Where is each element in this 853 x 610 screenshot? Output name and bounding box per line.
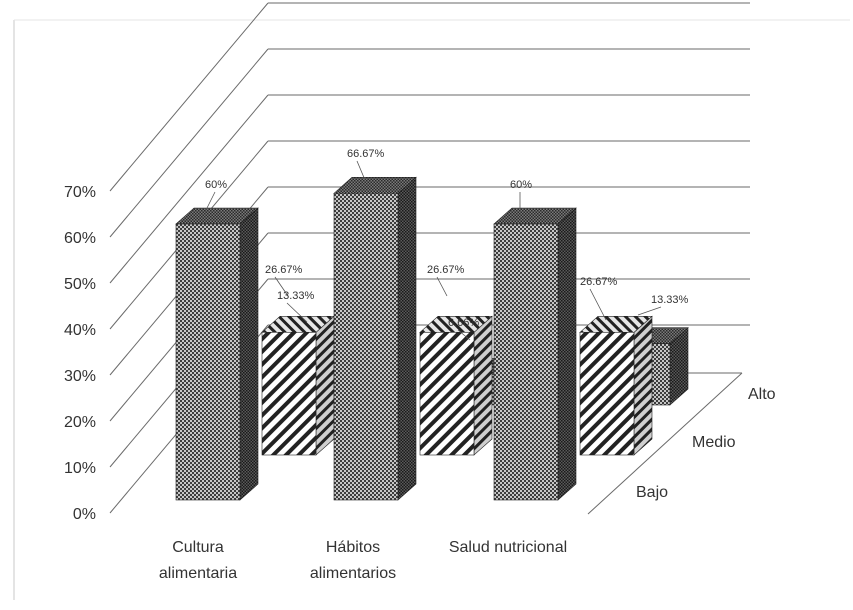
bar-bajo-1 [175, 207, 259, 501]
label-leader [204, 191, 216, 213]
bar-front [261, 332, 317, 456]
data-labels: 60% 66.67% 60% 26.67% 26.67% 26.67% 13.33% 6.66… [204, 148, 689, 341]
y-tick-label: 10% [64, 460, 96, 477]
bar-front [579, 332, 635, 456]
y-tick-label: 40% [64, 322, 96, 339]
grid-diagonal [109, 2, 269, 192]
category-label-3: Salud nutricional [449, 539, 567, 556]
grid-diagonal [109, 94, 269, 284]
bar-bajo-3 [493, 207, 577, 501]
data-label-alto-2: 6.66% [448, 317, 479, 329]
y-tick-label: 60% [64, 230, 96, 247]
y-tick-label: 50% [64, 276, 96, 293]
bar-side [473, 315, 493, 456]
label-leader [286, 302, 308, 323]
chart-frame [13, 19, 850, 600]
bar-side [315, 315, 335, 456]
data-label-alto-1: 13.33% [277, 290, 315, 302]
data-label-medio-2: 26.67% [427, 264, 465, 276]
bar-side [397, 176, 417, 501]
data-label-medio-1: 26.67% [265, 264, 303, 276]
bar-side [557, 207, 577, 501]
bar-front [493, 223, 559, 501]
bar-bajo-2 [333, 176, 417, 501]
bar-medio-3 [579, 315, 653, 456]
label-leader [637, 306, 662, 316]
depth-axis: Bajo Medio Alto [636, 386, 776, 501]
bar-medio-2 [419, 315, 493, 456]
grid-diagonal [109, 48, 269, 238]
data-label-bajo-2: 66.67% [347, 148, 385, 160]
bar-side [633, 315, 653, 456]
bar-side [239, 207, 259, 501]
label-leader [274, 276, 289, 297]
y-tick-label: 70% [64, 184, 96, 201]
data-label-alto-3: 13.33% [651, 294, 689, 306]
label-leader [589, 288, 607, 321]
bar-front [175, 223, 241, 501]
label-leader [356, 160, 366, 181]
bar-front [419, 332, 475, 456]
category-label-1: Cultura alimentaria [159, 539, 237, 582]
y-tick-label: 30% [64, 368, 96, 385]
depth-label-alto: Alto [748, 386, 776, 403]
label-leader [457, 329, 471, 341]
bar-medio-1 [261, 315, 335, 456]
label-leader [436, 276, 448, 297]
y-axis: 0% 10% 20% 30% 40% 50% 60% 70% [64, 184, 96, 523]
depth-label-bajo: Bajo [636, 484, 668, 501]
data-label-medio-3: 26.67% [580, 276, 618, 288]
data-label-bajo-1: 60% [205, 179, 227, 191]
bar-front [333, 193, 399, 501]
floor-edge-right [587, 372, 743, 515]
y-tick-label: 20% [64, 414, 96, 431]
bars [175, 176, 689, 501]
y-tick-label: 0% [73, 506, 96, 523]
depth-label-medio: Medio [692, 434, 736, 451]
data-label-bajo-3: 60% [510, 179, 532, 191]
x-axis: Cultura alimentaria Hábitos alimentarios Sal… [159, 539, 567, 582]
category-label-2: Hábitos alimentarios [310, 539, 396, 582]
